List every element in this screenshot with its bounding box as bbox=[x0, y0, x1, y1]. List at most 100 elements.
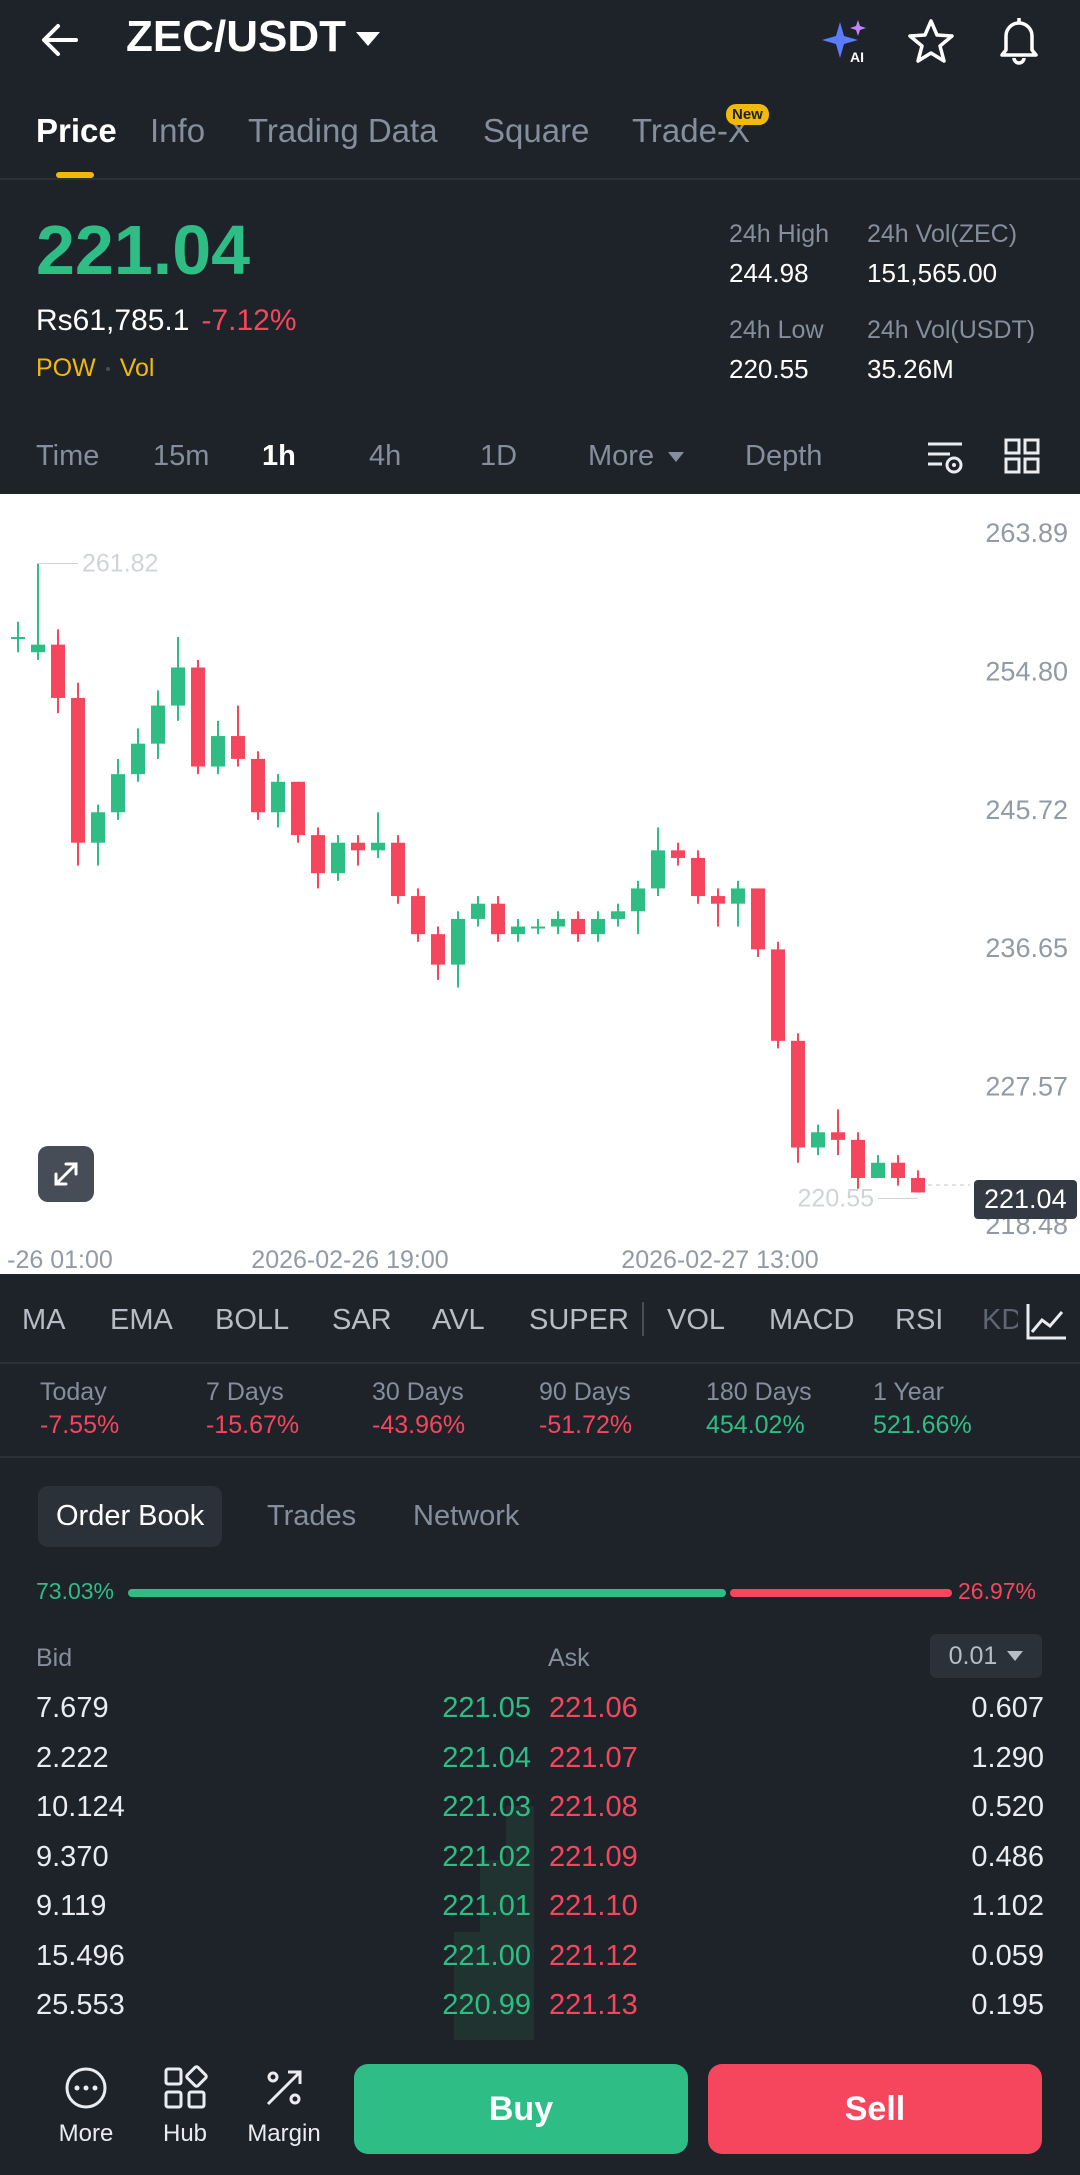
indicator-rsi[interactable]: RSI bbox=[895, 1304, 944, 1336]
chart-settings-icon[interactable] bbox=[926, 438, 964, 476]
chevron-down-icon[interactable] bbox=[668, 452, 684, 462]
price-change: -7.12% bbox=[201, 304, 297, 337]
bid-quantity[interactable]: 15.496 bbox=[36, 1939, 125, 1972]
tab-network[interactable]: Network bbox=[413, 1500, 520, 1532]
divider bbox=[0, 178, 1080, 180]
bid-price[interactable]: 221.01 bbox=[442, 1890, 531, 1922]
interval-depth[interactable]: Depth bbox=[745, 440, 823, 472]
bid-price[interactable]: 221.02 bbox=[442, 1840, 531, 1873]
indicator-settings-button[interactable] bbox=[1018, 1290, 1080, 1352]
precision-value: 0.01 bbox=[948, 1641, 998, 1670]
bell-icon[interactable] bbox=[994, 14, 1044, 66]
indicator-macd[interactable]: MACD bbox=[769, 1304, 855, 1336]
interval-4h[interactable]: 4h bbox=[369, 440, 402, 472]
chart-canvas[interactable]: 263.89254.80245.72236.65227.57218.48-26 … bbox=[0, 494, 1080, 1274]
bid-quantity[interactable]: 2.222 bbox=[36, 1741, 109, 1774]
buy-button[interactable]: Buy bbox=[354, 2064, 688, 2154]
grid-layout-icon[interactable] bbox=[1004, 438, 1040, 474]
ask-quantity[interactable]: 0.520 bbox=[971, 1791, 1044, 1823]
bid-price[interactable]: 220.99 bbox=[442, 1989, 531, 2021]
bid-price[interactable]: 221.04 bbox=[442, 1741, 531, 1774]
ask-price[interactable]: 221.07 bbox=[549, 1741, 638, 1774]
y-tick-label: 245.72 bbox=[985, 795, 1068, 825]
more-label[interactable]: More bbox=[58, 2120, 114, 2147]
candle-body bbox=[51, 644, 65, 698]
indicator-super[interactable]: SUPER bbox=[529, 1304, 629, 1336]
precision-selector[interactable]: 0.01 bbox=[930, 1634, 1042, 1678]
active-tab-indicator bbox=[56, 172, 94, 178]
candlestick-chart[interactable]: 263.89 254.80 245.72 236.65 227.57 218.48 -26 … bbox=[0, 494, 1080, 1274]
tab-order-book[interactable]: Order Book bbox=[38, 1486, 223, 1547]
candle-body bbox=[111, 774, 125, 813]
indicator-sar[interactable]: SAR bbox=[332, 1304, 392, 1336]
ask-price[interactable]: 221.08 bbox=[549, 1791, 638, 1823]
fullscreen-button[interactable] bbox=[38, 1146, 94, 1202]
star-icon[interactable] bbox=[906, 16, 956, 66]
indicator-avl[interactable]: AVL bbox=[432, 1304, 485, 1336]
ask-quantity[interactable]: 0.059 bbox=[971, 1939, 1044, 1972]
bid-quantity[interactable]: 25.553 bbox=[36, 1989, 125, 2021]
back-arrow-icon[interactable] bbox=[36, 14, 88, 66]
ask-quantity[interactable]: 0.486 bbox=[971, 1840, 1044, 1873]
interval-15m[interactable]: 15m bbox=[153, 440, 210, 472]
bid-ratio: 73.03% bbox=[36, 1578, 115, 1604]
ask-price[interactable]: 221.09 bbox=[549, 1840, 638, 1873]
bid-price[interactable]: 221.03 bbox=[442, 1791, 531, 1823]
interval-1h[interactable]: 1h bbox=[262, 440, 296, 472]
more-icon[interactable] bbox=[62, 2064, 110, 2112]
perf-30d: 30 Days -43.96% bbox=[372, 1378, 466, 1439]
tag-row: POW Vol bbox=[36, 354, 154, 383]
y-tick-label: 236.65 bbox=[985, 933, 1068, 963]
ai-sparkle-icon[interactable]: AI bbox=[820, 16, 870, 66]
stat-value-24h-low: 220.55 bbox=[729, 354, 809, 384]
bid-quantity[interactable]: 9.119 bbox=[36, 1890, 107, 1922]
indicator-ema[interactable]: EMA bbox=[110, 1304, 173, 1336]
candle-body bbox=[791, 1040, 805, 1148]
indicator-kd[interactable]: KD bbox=[982, 1304, 1023, 1336]
candle-body bbox=[891, 1162, 905, 1178]
candle-body bbox=[431, 934, 445, 965]
sell-button[interactable]: Sell bbox=[708, 2064, 1042, 2154]
bid-quantity[interactable]: 7.679 bbox=[36, 1692, 109, 1724]
pair-selector[interactable]: ZEC/USDT bbox=[126, 12, 346, 61]
interval-more[interactable]: More bbox=[588, 440, 655, 472]
bid-quantity[interactable]: 9.370 bbox=[36, 1840, 109, 1873]
hub-label[interactable]: Hub bbox=[162, 2120, 208, 2147]
ask-price[interactable]: 221.12 bbox=[549, 1939, 638, 1972]
tag-vol[interactable]: Vol bbox=[119, 354, 155, 382]
chevron-down-icon bbox=[1007, 1651, 1024, 1661]
indicator-boll[interactable]: BOLL bbox=[215, 1304, 290, 1336]
tag-pow[interactable]: POW bbox=[36, 354, 96, 382]
chevron-down-icon[interactable] bbox=[356, 32, 380, 46]
ask-price[interactable]: 221.13 bbox=[549, 1989, 638, 2021]
indicator-vol[interactable]: VOL bbox=[667, 1304, 726, 1336]
candle-body bbox=[911, 1177, 925, 1193]
candle-body bbox=[831, 1132, 845, 1140]
ask-quantity[interactable]: 1.290 bbox=[971, 1741, 1044, 1774]
ask-quantity[interactable]: 0.607 bbox=[971, 1692, 1044, 1724]
margin-icon[interactable] bbox=[260, 2064, 308, 2112]
tab-trades[interactable]: Trades bbox=[267, 1500, 357, 1532]
tab-price[interactable]: Price bbox=[36, 112, 117, 149]
y-tick-label: 254.80 bbox=[985, 657, 1068, 687]
candle-body bbox=[611, 911, 625, 919]
candle-body bbox=[711, 896, 725, 904]
candle-body bbox=[631, 888, 645, 912]
interval-time[interactable]: Time bbox=[36, 440, 100, 472]
ask-quantity[interactable]: 0.195 bbox=[971, 1989, 1044, 2021]
ask-price[interactable]: 221.06 bbox=[549, 1692, 638, 1724]
bid-price[interactable]: 221.05 bbox=[442, 1692, 531, 1724]
interval-1d[interactable]: 1D bbox=[480, 440, 518, 472]
margin-label[interactable]: Margin bbox=[247, 2120, 321, 2147]
bid-quantity[interactable]: 10.124 bbox=[36, 1791, 125, 1823]
ask-price[interactable]: 221.10 bbox=[549, 1890, 638, 1922]
hub-icon[interactable] bbox=[161, 2064, 209, 2112]
tab-info[interactable]: Info bbox=[150, 112, 206, 149]
bid-header: Bid bbox=[36, 1644, 73, 1672]
candle-body bbox=[471, 903, 485, 919]
tab-trading-data[interactable]: Trading Data bbox=[248, 112, 438, 149]
indicator-ma[interactable]: MA bbox=[22, 1304, 66, 1336]
bid-price[interactable]: 221.00 bbox=[442, 1939, 531, 1972]
tab-square[interactable]: Square bbox=[483, 112, 590, 149]
ask-quantity[interactable]: 1.102 bbox=[971, 1890, 1044, 1922]
